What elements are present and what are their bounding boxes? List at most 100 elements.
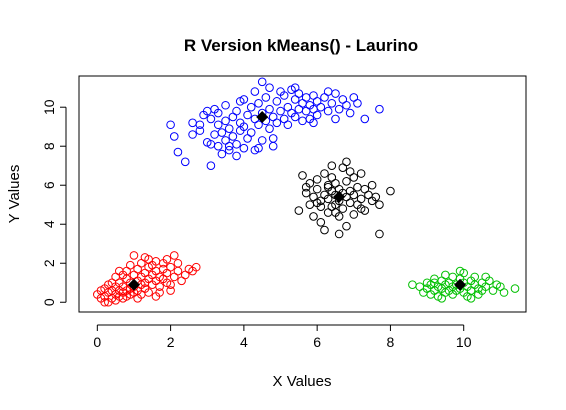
data-point bbox=[356, 204, 366, 213]
data-point bbox=[239, 122, 249, 132]
data-point bbox=[386, 186, 395, 196]
data-point bbox=[375, 229, 384, 239]
data-point bbox=[367, 180, 377, 190]
y-axis: 0 2 4 6 8 10 bbox=[41, 99, 67, 306]
data-point bbox=[224, 141, 234, 151]
data-point bbox=[118, 270, 128, 280]
data-point bbox=[250, 87, 260, 96]
data-point bbox=[166, 120, 175, 130]
data-point bbox=[276, 106, 285, 116]
x-axis: 0 2 4 6 8 10 bbox=[93, 324, 472, 350]
data-point bbox=[261, 93, 271, 102]
y-tick-label: 2 bbox=[41, 259, 57, 267]
data-points bbox=[93, 77, 520, 307]
data-point bbox=[162, 255, 172, 264]
x-axis-label: X Values bbox=[273, 373, 332, 390]
data-point bbox=[265, 83, 274, 93]
data-point bbox=[257, 77, 267, 87]
data-point bbox=[312, 175, 322, 184]
data-point bbox=[290, 83, 300, 93]
y-tick-label: 4 bbox=[41, 220, 57, 228]
data-point bbox=[195, 120, 205, 130]
data-point bbox=[316, 102, 326, 112]
y-tick-label: 0 bbox=[41, 298, 57, 306]
data-point bbox=[301, 93, 311, 102]
data-point bbox=[448, 272, 458, 282]
chart-title: R Version kMeans() - Laurino bbox=[184, 36, 418, 55]
data-point bbox=[232, 106, 241, 116]
data-point bbox=[213, 108, 223, 118]
data-point bbox=[349, 190, 359, 200]
data-point bbox=[169, 251, 179, 260]
data-point bbox=[232, 151, 241, 161]
data-point bbox=[188, 118, 197, 128]
data-point bbox=[144, 288, 153, 297]
x-tick-label: 4 bbox=[240, 334, 248, 350]
data-point bbox=[217, 128, 227, 137]
data-point bbox=[129, 251, 139, 260]
data-point bbox=[470, 272, 480, 282]
data-point bbox=[334, 229, 344, 239]
data-point bbox=[320, 169, 329, 178]
data-point bbox=[301, 182, 311, 192]
data-point bbox=[298, 171, 307, 180]
data-point bbox=[331, 114, 340, 124]
data-point bbox=[316, 217, 326, 227]
x-tick-label: 8 bbox=[387, 334, 395, 350]
data-point bbox=[371, 192, 381, 202]
data-point bbox=[272, 97, 282, 106]
data-point bbox=[375, 200, 384, 210]
data-point bbox=[323, 182, 333, 192]
data-point bbox=[246, 128, 256, 137]
data-point bbox=[279, 91, 289, 100]
data-point bbox=[173, 258, 183, 268]
data-point bbox=[257, 136, 267, 145]
data-point bbox=[342, 157, 351, 167]
data-point bbox=[180, 157, 190, 167]
data-point bbox=[272, 118, 282, 128]
data-point bbox=[243, 110, 252, 120]
y-tick-label: 8 bbox=[41, 142, 57, 150]
plot-frame bbox=[78, 75, 527, 313]
data-point bbox=[155, 282, 164, 291]
data-point bbox=[173, 147, 183, 157]
y-tick-label: 10 bbox=[41, 99, 57, 115]
cluster-3-points bbox=[294, 157, 395, 239]
data-point bbox=[323, 106, 333, 116]
data-point bbox=[195, 126, 205, 135]
data-point bbox=[345, 108, 355, 118]
data-point bbox=[455, 266, 465, 276]
data-point bbox=[312, 198, 322, 208]
data-point bbox=[437, 294, 447, 303]
data-point bbox=[345, 167, 355, 176]
data-point bbox=[331, 208, 340, 217]
x-tick-label: 10 bbox=[456, 334, 472, 350]
data-point bbox=[224, 145, 234, 155]
centroid-marker bbox=[256, 110, 269, 123]
data-point bbox=[246, 102, 256, 112]
data-point bbox=[312, 184, 322, 194]
data-point bbox=[360, 114, 370, 124]
data-point bbox=[202, 106, 212, 116]
data-point bbox=[334, 104, 344, 114]
data-point bbox=[166, 262, 175, 272]
data-point bbox=[191, 262, 201, 272]
data-point bbox=[312, 110, 322, 120]
data-point bbox=[265, 104, 274, 114]
data-point bbox=[254, 120, 263, 130]
data-point bbox=[342, 177, 351, 186]
data-point bbox=[166, 280, 175, 289]
y-axis-label: Y Values bbox=[6, 165, 23, 224]
x-tick-label: 6 bbox=[313, 334, 321, 350]
data-point bbox=[309, 212, 318, 221]
centroid-markers bbox=[127, 110, 467, 291]
data-point bbox=[151, 292, 161, 301]
data-point bbox=[213, 120, 223, 130]
data-point bbox=[224, 124, 234, 133]
data-point bbox=[133, 294, 142, 303]
data-point bbox=[356, 194, 366, 204]
data-point bbox=[298, 116, 307, 126]
data-point bbox=[169, 132, 179, 141]
data-point bbox=[111, 272, 120, 282]
